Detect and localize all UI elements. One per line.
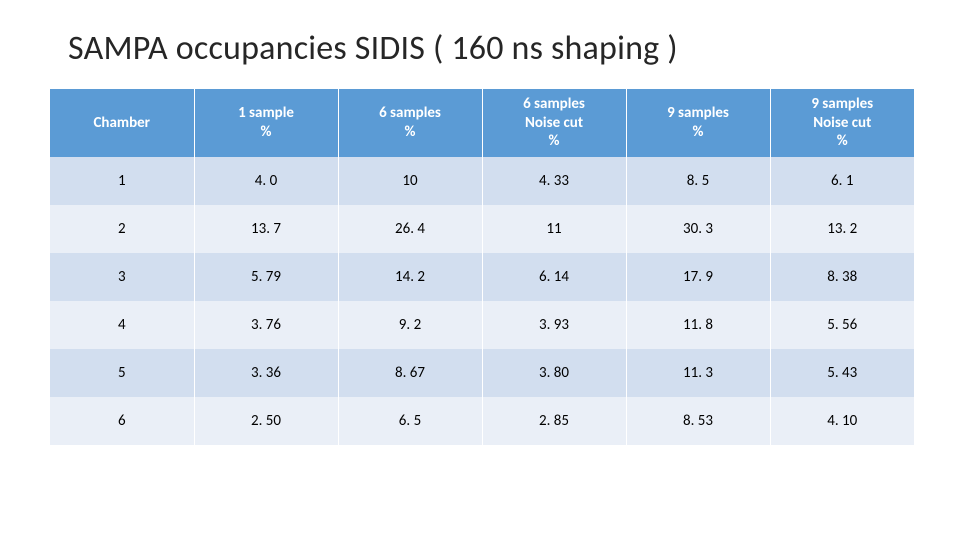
cell: 6. 1 [770, 157, 914, 205]
cell: 5 [50, 349, 194, 397]
cell: 14. 2 [338, 253, 482, 301]
cell: 8. 38 [770, 253, 914, 301]
cell: 2. 85 [482, 397, 626, 445]
cell: 3. 80 [482, 349, 626, 397]
cell: 1 [50, 157, 194, 205]
cell: 11. 8 [626, 301, 770, 349]
cell: 30. 3 [626, 205, 770, 253]
col-6-samples: 6 samples% [338, 89, 482, 157]
cell: 17. 9 [626, 253, 770, 301]
table-body: 1 4. 0 10 4. 33 8. 5 6. 1 2 13. 7 26. 4 … [50, 157, 914, 445]
table-row: 1 4. 0 10 4. 33 8. 5 6. 1 [50, 157, 914, 205]
col-9-samples: 9 samples% [626, 89, 770, 157]
slide: SAMPA occupancies SIDIS ( 160 ns shaping… [0, 0, 960, 540]
cell: 5. 79 [194, 253, 338, 301]
cell: 2 [50, 205, 194, 253]
col-9-samples-cut: 9 samplesNoise cut% [770, 89, 914, 157]
cell: 8. 53 [626, 397, 770, 445]
cell: 5. 43 [770, 349, 914, 397]
table-row: 4 3. 76 9. 2 3. 93 11. 8 5. 56 [50, 301, 914, 349]
col-chamber: Chamber [50, 89, 194, 157]
cell: 6 [50, 397, 194, 445]
table-row: 5 3. 36 8. 67 3. 80 11. 3 5. 43 [50, 349, 914, 397]
cell: 10 [338, 157, 482, 205]
table-header-row: Chamber 1 sample% 6 samples% 6 samplesNo… [50, 89, 914, 157]
cell: 4 [50, 301, 194, 349]
cell: 4. 0 [194, 157, 338, 205]
cell: 3. 36 [194, 349, 338, 397]
col-6-samples-cut: 6 samplesNoise cut% [482, 89, 626, 157]
table-row: 2 13. 7 26. 4 11 30. 3 13. 2 [50, 205, 914, 253]
cell: 3 [50, 253, 194, 301]
cell: 13. 7 [194, 205, 338, 253]
page-title: SAMPA occupancies SIDIS ( 160 ns shaping… [68, 28, 920, 69]
occupancy-table: Chamber 1 sample% 6 samples% 6 samplesNo… [50, 89, 914, 445]
cell: 9. 2 [338, 301, 482, 349]
cell: 26. 4 [338, 205, 482, 253]
cell: 3. 76 [194, 301, 338, 349]
cell: 4. 33 [482, 157, 626, 205]
cell: 8. 5 [626, 157, 770, 205]
cell: 11 [482, 205, 626, 253]
cell: 8. 67 [338, 349, 482, 397]
table-row: 3 5. 79 14. 2 6. 14 17. 9 8. 38 [50, 253, 914, 301]
cell: 5. 56 [770, 301, 914, 349]
cell: 2. 50 [194, 397, 338, 445]
cell: 3. 93 [482, 301, 626, 349]
cell: 6. 14 [482, 253, 626, 301]
table-row: 6 2. 50 6. 5 2. 85 8. 53 4. 10 [50, 397, 914, 445]
cell: 11. 3 [626, 349, 770, 397]
cell: 13. 2 [770, 205, 914, 253]
cell: 4. 10 [770, 397, 914, 445]
cell: 6. 5 [338, 397, 482, 445]
col-1-sample: 1 sample% [194, 89, 338, 157]
